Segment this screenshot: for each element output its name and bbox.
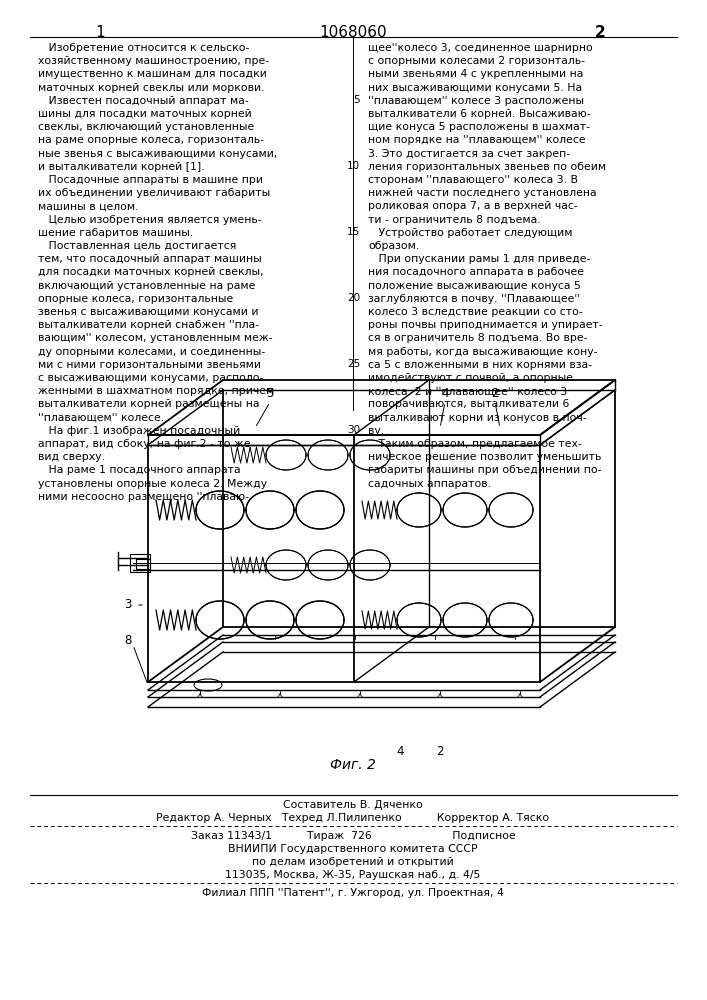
Text: вающим'' колесом, установленным меж-: вающим'' колесом, установленным меж- — [38, 333, 273, 343]
Text: 4: 4 — [441, 387, 449, 400]
Text: щее''колесо 3, соединенное шарнирно: щее''колесо 3, соединенное шарнирно — [368, 43, 592, 53]
Text: мя работы, когда высаживающие кону-: мя работы, когда высаживающие кону- — [368, 347, 597, 357]
Text: ми с ними горизонтальными звеньями: ми с ними горизонтальными звеньями — [38, 360, 261, 370]
Text: образом.: образом. — [368, 241, 419, 251]
Text: габариты машины при объединении по-: габариты машины при объединении по- — [368, 465, 602, 475]
Text: ном порядке на ''плавающем'' колесе: ном порядке на ''плавающем'' колесе — [368, 135, 585, 145]
Text: Известен посадочный аппарат ма-: Известен посадочный аппарат ма- — [38, 96, 249, 106]
Text: Поставленная цель достигается: Поставленная цель достигается — [38, 241, 236, 251]
Text: роны почвы приподнимается и упирает-: роны почвы приподнимается и упирает- — [368, 320, 603, 330]
Text: и выталкиватели корней [1].: и выталкиватели корней [1]. — [38, 162, 204, 172]
Text: нижней части последнего установлена: нижней части последнего установлена — [368, 188, 597, 198]
Text: ними несоосно размещено ''плаваю-: ними несоосно размещено ''плаваю- — [38, 492, 249, 502]
Text: выталкиватели корней размещены на: выталкиватели корней размещены на — [38, 399, 259, 409]
Text: 15: 15 — [346, 227, 360, 237]
Bar — [136, 559, 150, 569]
Text: на раме опорные колеса, горизонталь-: на раме опорные колеса, горизонталь- — [38, 135, 264, 145]
Text: 20: 20 — [347, 293, 360, 303]
Text: маточных корней свеклы или моркови.: маточных корней свеклы или моркови. — [38, 83, 264, 93]
Text: роликовая опора 7, а в верхней час-: роликовая опора 7, а в верхней час- — [368, 201, 578, 211]
Text: заглубляются в почву. ''Плавающее'': заглубляются в почву. ''Плавающее'' — [368, 294, 580, 304]
Text: Изобретение относится к сельско-: Изобретение относится к сельско- — [38, 43, 250, 53]
Text: шины для посадки маточных корней: шины для посадки маточных корней — [38, 109, 252, 119]
Text: выталкиватели 6 корней. Высаживаю-: выталкиватели 6 корней. Высаживаю- — [368, 109, 590, 119]
Text: звенья с высаживающими конусами и: звенья с высаживающими конусами и — [38, 307, 259, 317]
Text: 5: 5 — [267, 387, 274, 400]
Text: 30: 30 — [347, 425, 360, 435]
Text: машины в целом.: машины в целом. — [38, 201, 139, 211]
Text: 3. Это достигается за счет закреп-: 3. Это достигается за счет закреп- — [368, 149, 570, 159]
Text: поворачиваются, выталкиватели 6: поворачиваются, выталкиватели 6 — [368, 399, 569, 409]
Text: ными звеньями 4 с укрепленными на: ными звеньями 4 с укрепленными на — [368, 69, 583, 79]
Text: 1068060: 1068060 — [319, 25, 387, 40]
Text: сторонам ''плавающего'' колеса 3. В: сторонам ''плавающего'' колеса 3. В — [368, 175, 578, 185]
Text: 5: 5 — [354, 95, 360, 105]
Text: 2: 2 — [436, 745, 444, 758]
Text: колесо 3 вследствие реакции со сто-: колесо 3 вследствие реакции со сто- — [368, 307, 583, 317]
Text: хозяйственному машиностроению, пре-: хозяйственному машиностроению, пре- — [38, 56, 269, 66]
Text: 1: 1 — [95, 25, 105, 40]
Text: На раме 1 посадочного аппарата: На раме 1 посадочного аппарата — [38, 465, 240, 475]
Text: опорные колеса, горизонтальные: опорные колеса, горизонтальные — [38, 294, 233, 304]
Text: 4: 4 — [396, 745, 404, 758]
Text: Фиг. 2: Фиг. 2 — [330, 758, 376, 772]
Text: щие конуса 5 расположены в шахмат-: щие конуса 5 расположены в шахмат- — [368, 122, 590, 132]
Text: 10: 10 — [347, 161, 360, 171]
Text: аппарат, вид сбоку; на фиг.2 - то же: аппарат, вид сбоку; на фиг.2 - то же — [38, 439, 250, 449]
Text: женными в шахматном порядке, причем: женными в шахматном порядке, причем — [38, 386, 274, 396]
Text: положение высаживающие конуса 5: положение высаживающие конуса 5 — [368, 281, 581, 291]
Text: их объединении увеличивают габариты: их объединении увеличивают габариты — [38, 188, 270, 198]
Text: Устройство работает следующим: Устройство работает следующим — [368, 228, 573, 238]
Text: выталкивают корни из конусов в поч-: выталкивают корни из конусов в поч- — [368, 413, 587, 423]
Text: 2: 2 — [595, 25, 605, 40]
Text: ническое решение позволит уменьшить: ническое решение позволит уменьшить — [368, 452, 602, 462]
Text: с опорными колесами 2 горизонталь-: с опорными колесами 2 горизонталь- — [368, 56, 585, 66]
Text: Посадочные аппараты в машине при: Посадочные аппараты в машине при — [38, 175, 263, 185]
Text: Составитель В. Дяченко: Составитель В. Дяченко — [283, 800, 423, 810]
Text: 2: 2 — [491, 387, 498, 400]
Bar — [130, 554, 150, 572]
Text: Заказ 11343/1          Тираж  726                       Подписное: Заказ 11343/1 Тираж 726 Подписное — [191, 831, 515, 841]
Text: ся в ограничитель 8 подъема. Во вре-: ся в ограничитель 8 подъема. Во вре- — [368, 333, 588, 343]
Text: Таким образом, предлагаемое тех-: Таким образом, предлагаемое тех- — [368, 439, 582, 449]
Text: для посадки маточных корней свеклы,: для посадки маточных корней свеклы, — [38, 267, 264, 277]
Text: ти - ограничитель 8 подъема.: ти - ограничитель 8 подъема. — [368, 215, 541, 225]
Text: Редактор А. Черных   Техред Л.Пилипенко          Корректор А. Тяско: Редактор А. Черных Техред Л.Пилипенко Ко… — [156, 813, 549, 823]
Text: ния посадочного аппарата в рабочее: ния посадочного аппарата в рабочее — [368, 267, 584, 277]
Text: по делам изобретений и открытий: по делам изобретений и открытий — [252, 857, 454, 867]
Text: ления горизонтальных звеньев по обеим: ления горизонтальных звеньев по обеим — [368, 162, 606, 172]
Text: вид сверху.: вид сверху. — [38, 452, 105, 462]
Text: колеса  2 и ''плавающее'' колесо 3: колеса 2 и ''плавающее'' колесо 3 — [368, 386, 567, 396]
Text: свеклы, включающий установленные: свеклы, включающий установленные — [38, 122, 255, 132]
Text: ''плавающем'' колесе 3 расположены: ''плавающем'' колесе 3 расположены — [368, 96, 584, 106]
Text: выталкиватели корней снабжен ''пла-: выталкиватели корней снабжен ''пла- — [38, 320, 259, 330]
Text: ВНИИПИ Государственного комитета СССР: ВНИИПИ Государственного комитета СССР — [228, 844, 478, 854]
Text: ные звенья с высаживающими конусами,: ные звенья с высаживающими конусами, — [38, 149, 277, 159]
Text: Филиал ППП ''Патент'', г. Ужгород, ул. Проектная, 4: Филиал ППП ''Патент'', г. Ужгород, ул. П… — [202, 888, 504, 898]
Text: ду опорными колесами, и соединенны-: ду опорными колесами, и соединенны- — [38, 347, 265, 357]
Text: 8: 8 — [124, 634, 132, 647]
Text: 3: 3 — [124, 598, 132, 611]
Text: них высаживающими конусами 5. На: них высаживающими конусами 5. На — [368, 83, 582, 93]
Text: имущественно к машинам для посадки: имущественно к машинам для посадки — [38, 69, 267, 79]
Text: ''плавающем'' колесе.: ''плавающем'' колесе. — [38, 413, 164, 423]
Text: садочных аппаратов.: садочных аппаратов. — [368, 479, 491, 489]
Text: установлены опорные колеса 2. Между: установлены опорные колеса 2. Между — [38, 479, 267, 489]
Text: включающий установленные на раме: включающий установленные на раме — [38, 281, 255, 291]
Text: имодействуют с почвой, а опорные: имодействуют с почвой, а опорные — [368, 373, 573, 383]
Text: ву.: ву. — [368, 426, 384, 436]
Text: Целью изобретения является умень-: Целью изобретения является умень- — [38, 215, 262, 225]
Text: тем, что посадочный аппарат машины: тем, что посадочный аппарат машины — [38, 254, 262, 264]
Text: 113035, Москва, Ж-35, Раушская наб., д. 4/5: 113035, Москва, Ж-35, Раушская наб., д. … — [226, 870, 481, 880]
Text: 25: 25 — [346, 359, 360, 369]
Text: с высаживающими конусами, располо-: с высаживающими конусами, располо- — [38, 373, 264, 383]
Text: При опускании рамы 1 для приведе-: При опускании рамы 1 для приведе- — [368, 254, 590, 264]
Text: са 5 с вложенными в них корнями вза-: са 5 с вложенными в них корнями вза- — [368, 360, 592, 370]
Text: На фиг.1 изображен посадочный: На фиг.1 изображен посадочный — [38, 426, 240, 436]
Text: шение габаритов машины.: шение габаритов машины. — [38, 228, 193, 238]
